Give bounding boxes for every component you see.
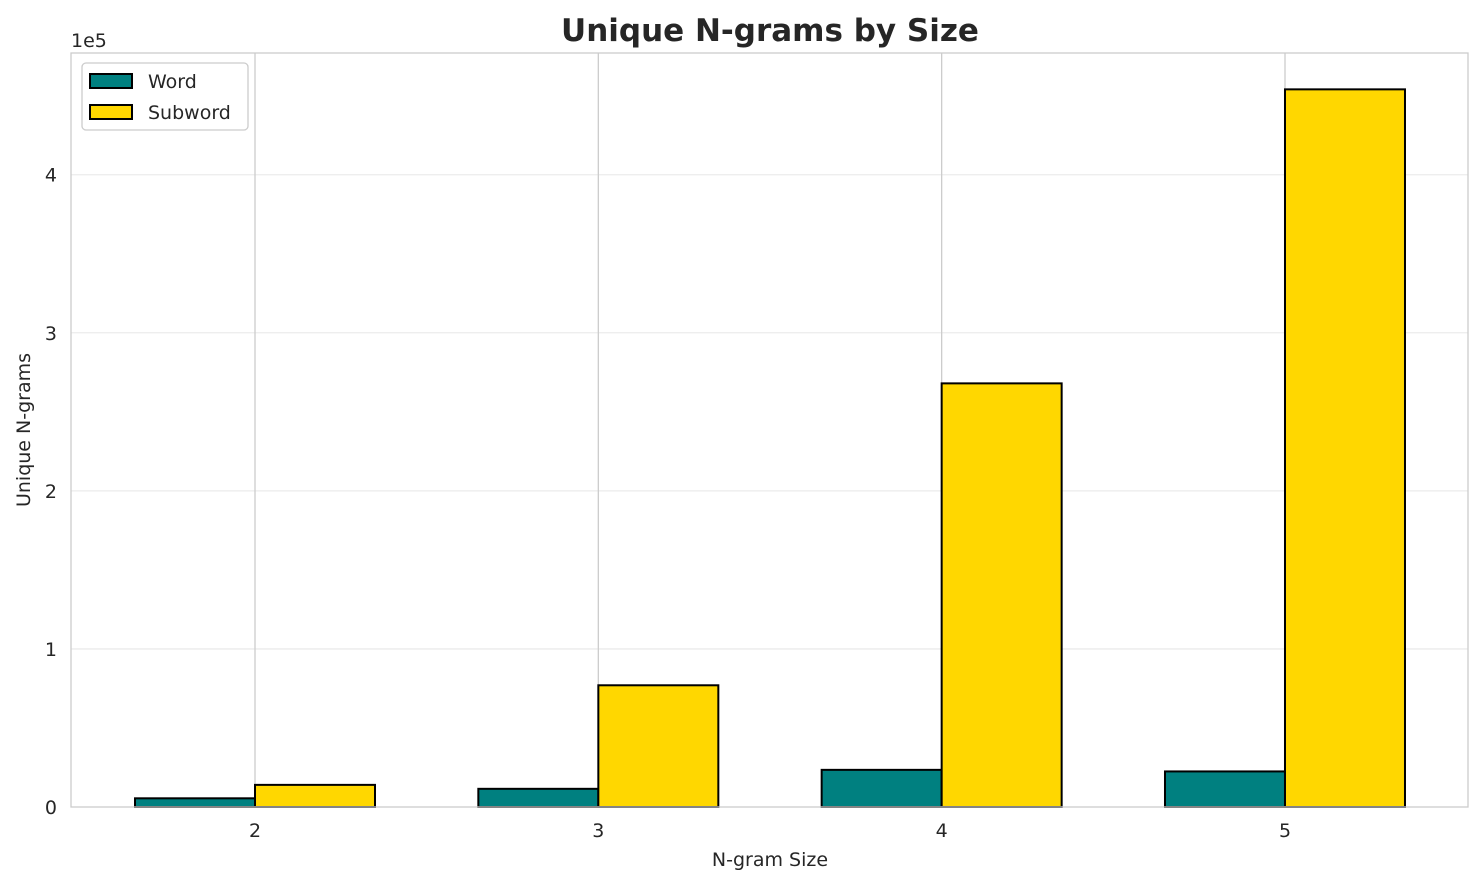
bar-subword-3 bbox=[597, 684, 720, 808]
y-tick-label: 3 bbox=[45, 323, 57, 345]
bar-subword-5 bbox=[1283, 88, 1406, 809]
y-offset-label: 1e5 bbox=[71, 30, 107, 52]
x-tick-label: 5 bbox=[1279, 820, 1291, 842]
y-tick-label: 0 bbox=[45, 797, 57, 819]
y-axis-label: Unique N-grams bbox=[13, 353, 35, 507]
x-tick-labels: 2 3 4 5 bbox=[249, 820, 1291, 842]
x-tick-label: 3 bbox=[592, 820, 604, 842]
bar-word-4 bbox=[820, 768, 943, 809]
bar-subword-4 bbox=[940, 382, 1063, 808]
bars bbox=[134, 88, 1406, 809]
legend: Word Subword bbox=[81, 62, 249, 131]
y-tick-label: 1 bbox=[45, 639, 57, 661]
y-tick-labels: 0 1 2 3 4 bbox=[45, 165, 57, 819]
chart-title: Unique N-grams by Size bbox=[561, 13, 979, 49]
x-tick-label: 4 bbox=[936, 820, 948, 842]
bar-word-2 bbox=[134, 797, 256, 809]
y-tick-label: 4 bbox=[45, 165, 57, 187]
bar-word-5 bbox=[1163, 770, 1286, 808]
legend-swatch-word bbox=[89, 73, 133, 89]
bar-word-3 bbox=[477, 787, 600, 808]
legend-swatch-subword bbox=[89, 104, 133, 120]
legend-label-subword: Subword bbox=[148, 102, 231, 124]
bar-subword-2 bbox=[254, 783, 376, 808]
y-tick-label: 2 bbox=[45, 481, 57, 503]
x-axis-label: N-gram Size bbox=[712, 849, 828, 871]
plot-frame bbox=[70, 52, 1469, 808]
legend-label-word: Word bbox=[148, 71, 197, 93]
gridlines bbox=[71, 53, 1468, 807]
x-tick-label: 2 bbox=[249, 820, 261, 842]
